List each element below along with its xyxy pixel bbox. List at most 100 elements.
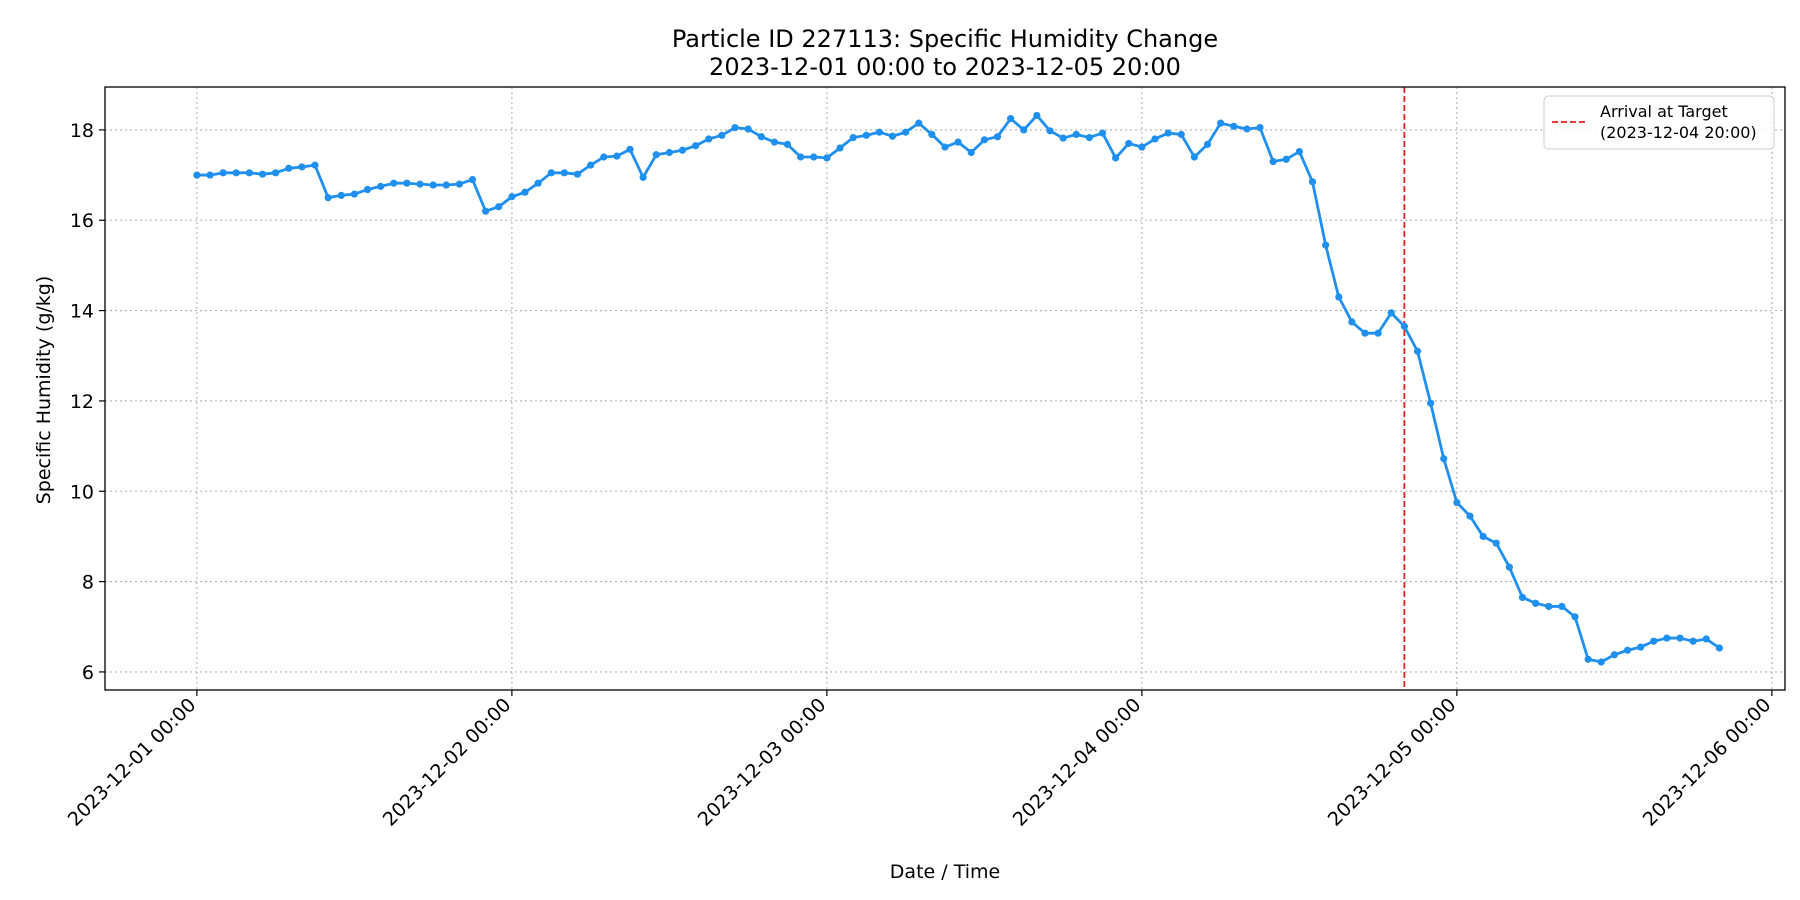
data-point <box>1597 658 1605 666</box>
data-point <box>468 176 477 184</box>
data-point <box>377 182 385 190</box>
data-point <box>285 164 293 172</box>
data-point <box>1584 655 1592 663</box>
data-point <box>455 180 463 188</box>
data-point <box>1492 539 1500 547</box>
data-point <box>954 138 962 146</box>
data-point <box>1308 178 1317 186</box>
data-point <box>1689 637 1697 645</box>
data-point <box>888 132 897 140</box>
data-point <box>1033 111 1041 120</box>
y-tick-label: 16 <box>70 210 94 232</box>
data-point <box>1322 241 1330 249</box>
series-layer <box>193 111 1723 666</box>
data-point <box>1177 130 1185 139</box>
grid-lines <box>105 87 1785 690</box>
y-tick-label: 14 <box>70 301 94 323</box>
data-point <box>941 143 949 151</box>
data-point <box>1164 129 1172 137</box>
data-point <box>862 131 870 139</box>
data-point <box>1663 634 1671 642</box>
data-point <box>718 131 726 139</box>
data-point <box>1335 293 1343 301</box>
data-point <box>1400 322 1408 330</box>
data-point <box>350 190 358 198</box>
data-point <box>967 148 975 157</box>
data-point <box>1190 153 1198 161</box>
data-point <box>495 203 503 211</box>
data-point <box>1466 512 1474 520</box>
data-point <box>731 124 739 132</box>
data-point <box>416 180 424 188</box>
y-tick-label: 10 <box>70 481 94 503</box>
data-point <box>626 145 634 153</box>
data-point <box>1348 318 1356 326</box>
y-tick-label: 8 <box>82 572 94 594</box>
data-point <box>508 193 516 201</box>
data-point <box>797 153 805 161</box>
data-point <box>836 144 844 152</box>
data-point <box>1505 563 1513 571</box>
data-point <box>1387 309 1395 317</box>
data-point <box>678 146 687 154</box>
data-point <box>600 153 608 161</box>
data-point <box>547 169 555 177</box>
data-point <box>1256 124 1264 132</box>
data-point <box>1007 115 1015 123</box>
data-point <box>1125 139 1133 148</box>
data-point <box>1427 399 1435 407</box>
data-point <box>1623 646 1632 654</box>
data-point <box>363 185 372 194</box>
data-point <box>1072 130 1080 139</box>
data-point <box>245 169 253 177</box>
data-point <box>1650 637 1658 645</box>
data-point <box>587 161 595 169</box>
data-point <box>849 133 857 142</box>
x-axis-label: Date / Time <box>890 861 1000 883</box>
data-point <box>1558 602 1566 611</box>
data-point <box>258 170 267 178</box>
data-point <box>573 170 582 178</box>
data-point <box>1637 643 1645 651</box>
chart-title-line1: Particle ID 227113: Specific Humidity Ch… <box>672 25 1218 53</box>
legend-label-arrival-line2: (2023-12-04 20:00) <box>1600 123 1757 142</box>
plot-frame <box>104 86 1786 691</box>
data-point <box>1138 143 1146 151</box>
data-point <box>1295 147 1303 156</box>
data-point <box>298 163 306 171</box>
data-point <box>1702 635 1710 643</box>
data-point <box>928 130 936 139</box>
data-point <box>1085 133 1093 142</box>
data-point <box>1361 329 1369 337</box>
data-point <box>980 136 988 144</box>
data-point <box>639 173 647 181</box>
data-point <box>337 191 345 199</box>
data-point <box>705 135 713 143</box>
data-point <box>1230 122 1238 130</box>
data-point <box>442 181 450 189</box>
data-point <box>1059 134 1067 142</box>
data-point <box>324 194 332 202</box>
data-point <box>875 128 883 136</box>
data-point <box>1098 129 1107 137</box>
legend: Arrival at Target (2023-12-04 20:00) <box>1543 95 1775 150</box>
data-point <box>613 152 621 160</box>
data-point <box>521 188 529 196</box>
data-point <box>1203 140 1212 148</box>
data-point <box>1243 125 1251 133</box>
data-point <box>403 179 411 187</box>
data-point <box>1571 613 1579 621</box>
data-point <box>652 151 660 159</box>
y-axis-label: Specific Humidity (g/kg) <box>33 276 55 505</box>
data-point <box>272 169 280 177</box>
data-point <box>993 133 1002 141</box>
data-point <box>1610 651 1618 659</box>
data-point <box>1532 599 1540 607</box>
data-point <box>783 140 792 148</box>
legend-box <box>1543 95 1775 150</box>
data-point <box>1518 593 1527 602</box>
legend-label-arrival-line1: Arrival at Target <box>1600 102 1728 121</box>
data-point <box>770 138 778 146</box>
data-point <box>902 128 910 136</box>
